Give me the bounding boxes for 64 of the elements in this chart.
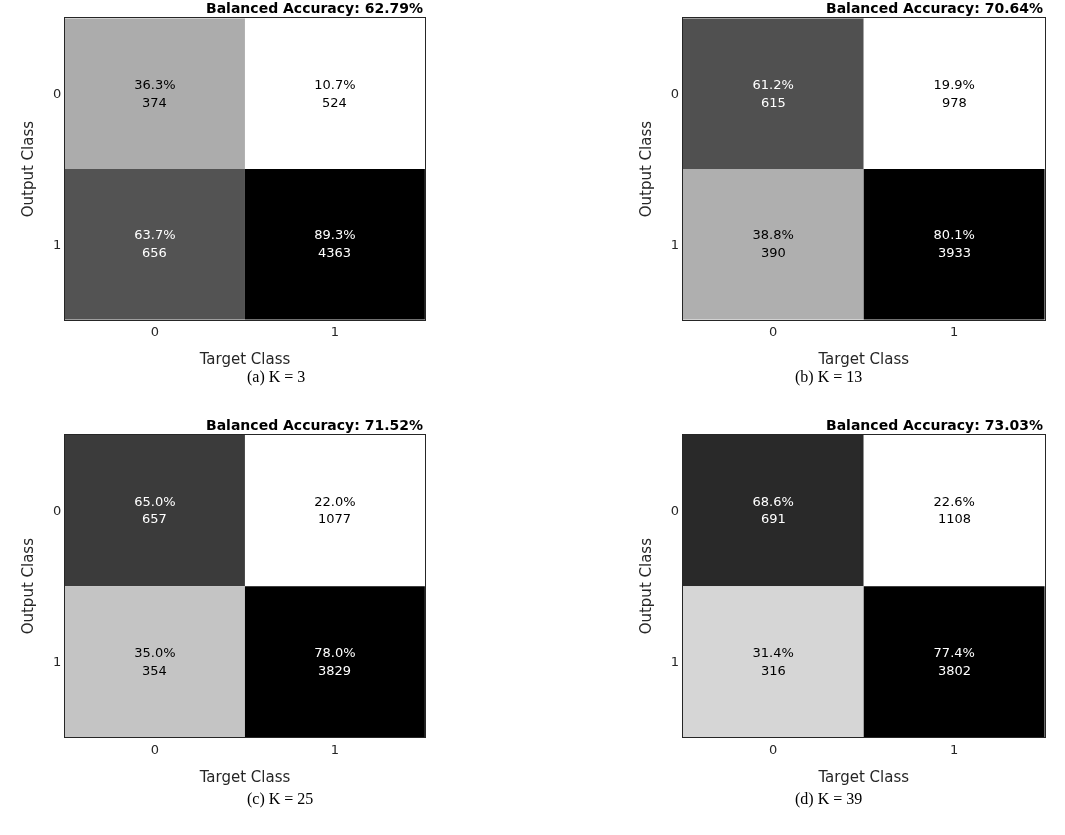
x-tick-label: 0 — [769, 741, 778, 757]
x-tick-label: 1 — [330, 324, 340, 340]
y-axis-title: Output Class — [19, 537, 38, 635]
y-axis-title: Output Class — [637, 120, 656, 218]
chart-title: Balanced Accuracy: 73.03% — [826, 417, 1043, 433]
data-label: 68.6% — [752, 493, 794, 509]
annotation: 657 — [142, 511, 167, 526]
y-tick-label: 1 — [670, 237, 680, 252]
x-tick-label: 1 — [330, 741, 340, 757]
annotation: 374 — [142, 95, 167, 110]
data-label: 22.0% — [314, 493, 356, 509]
y-tick-label: 0 — [53, 86, 62, 102]
y-axis-title: Output Class — [19, 120, 38, 218]
y-tick-label: 1 — [670, 654, 680, 670]
text: (d) K = 39 — [795, 790, 863, 808]
chart-title: Balanced Accuracy: 62.79% — [206, 0, 423, 16]
data-label: 35.0% — [134, 644, 176, 660]
x-tick-label: 1 — [950, 741, 959, 757]
annotation: 524 — [322, 95, 347, 110]
chart-title: Balanced Accuracy: 71.52% — [206, 417, 423, 433]
data-label: 77.4% — [933, 644, 975, 660]
annotation: 691 — [761, 511, 786, 526]
x-tick-label: 0 — [150, 741, 160, 757]
x-axis-title: Target Class — [198, 350, 291, 369]
x-tick-label: 1 — [950, 324, 959, 340]
annotation: 3802 — [938, 663, 972, 678]
data-label: 22.6% — [933, 493, 975, 509]
data-label: 38.8% — [752, 227, 794, 243]
text: (b) K = 13 — [795, 368, 863, 386]
annotation: 1108 — [938, 511, 972, 526]
annotation: 656 — [142, 245, 167, 260]
x-axis-title: Target Class — [817, 767, 910, 786]
x-axis-title: Target Class — [817, 350, 910, 369]
data-label: 63.7% — [134, 227, 176, 243]
data-label: 65.0% — [134, 493, 176, 509]
x-tick-label: 0 — [769, 324, 778, 340]
annotation: 4363 — [318, 245, 352, 260]
data-label: 61.2% — [752, 76, 794, 92]
annotation: 390 — [761, 245, 786, 260]
annotation: 615 — [761, 95, 786, 110]
y-tick-label: 0 — [53, 503, 62, 519]
y-axis-title: Output Class — [637, 537, 656, 635]
data-label: 31.4% — [752, 644, 794, 660]
data-label: 80.1% — [933, 227, 975, 243]
annotation: 3829 — [318, 663, 352, 678]
y-tick-label: 1 — [53, 654, 62, 670]
y-tick-label: 0 — [670, 503, 680, 519]
y-tick-label: 1 — [53, 237, 62, 252]
x-tick-label: 0 — [150, 324, 160, 340]
y-tick-label: 0 — [670, 86, 680, 102]
text: (a) K = 3 — [247, 368, 306, 386]
annotation: 1077 — [318, 511, 352, 526]
annotation: 3933 — [938, 245, 972, 260]
x-axis-title: Target Class — [198, 767, 291, 786]
data-label: 89.3% — [314, 227, 356, 243]
data-label: 78.0% — [314, 644, 356, 660]
text: (c) K = 25 — [247, 790, 314, 808]
data-label: 19.9% — [933, 76, 975, 92]
annotation: 978 — [942, 95, 967, 110]
data-label: 36.3% — [134, 76, 176, 92]
data-label: 10.7% — [314, 76, 356, 92]
annotation: 316 — [761, 663, 786, 678]
chart-title: Balanced Accuracy: 70.64% — [826, 0, 1043, 16]
annotation: 354 — [142, 663, 167, 678]
